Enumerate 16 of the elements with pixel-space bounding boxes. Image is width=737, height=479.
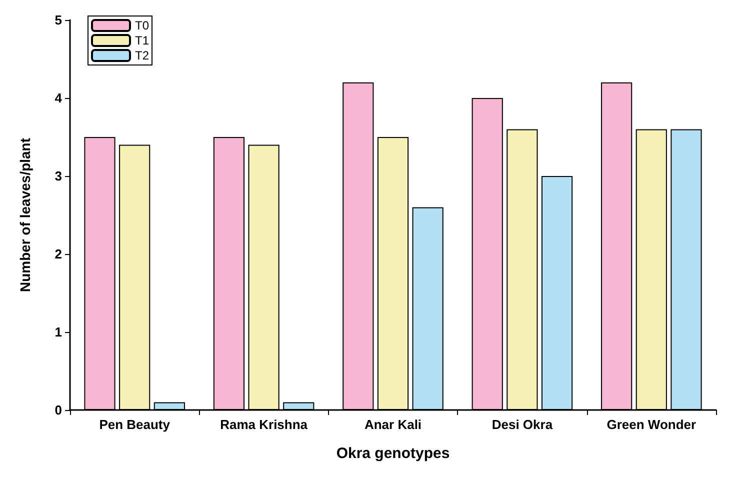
x-tick-label: Pen Beauty bbox=[99, 417, 171, 432]
x-tick-label: Green Wonder bbox=[606, 417, 696, 432]
legend-label: T1 bbox=[135, 34, 150, 48]
x-axis-title: Okra genotypes bbox=[336, 445, 450, 462]
x-tick-label: Rama Krishna bbox=[220, 417, 308, 432]
y-tick-label: 2 bbox=[54, 246, 62, 262]
y-tick-label: 4 bbox=[54, 90, 63, 106]
y-axis-title: Number of leaves/plant bbox=[17, 138, 33, 292]
y-tick-label: 3 bbox=[54, 168, 62, 184]
y-tick-label: 0 bbox=[54, 402, 62, 418]
x-tick-label: Anar Kali bbox=[364, 417, 422, 432]
y-tick-label: 1 bbox=[54, 324, 62, 340]
y-tick-label: 5 bbox=[54, 12, 62, 28]
legend-label: T0 bbox=[135, 18, 150, 32]
x-tick-label: Desi Okra bbox=[492, 417, 554, 432]
legend-label: T2 bbox=[135, 48, 150, 62]
